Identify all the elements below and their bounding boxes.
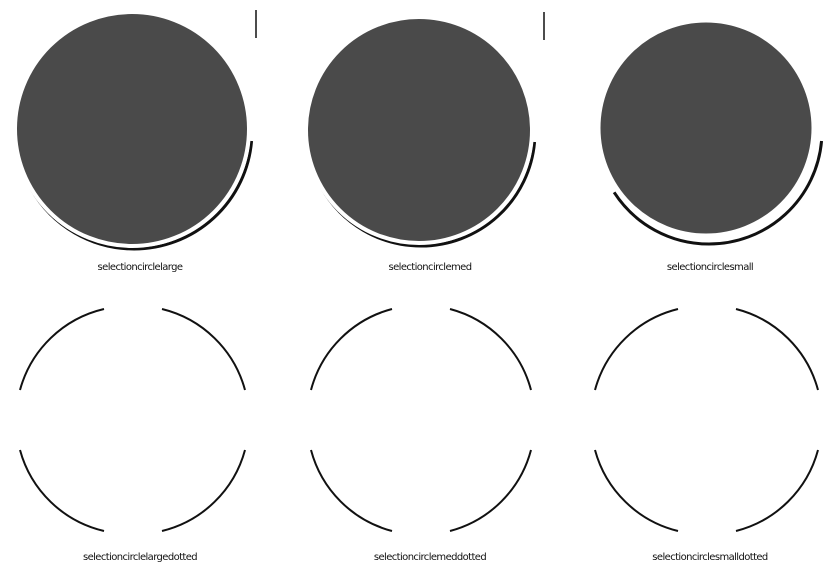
selection-circle-medium-cell: selectioncirclemed xyxy=(290,0,570,280)
selection-circle-small-label: selectioncirclesmall xyxy=(666,262,754,273)
selection-circle-large-cell: selectioncirclelarge xyxy=(0,0,280,280)
selection-circle-large-dotted-cell: selectioncirclelargedotted xyxy=(0,290,280,570)
selection-circle-large-dotted-label: selectioncirclelargedotted xyxy=(82,552,198,563)
selection-circle-small-icon xyxy=(594,16,824,246)
selection-circle-medium-dotted-label: selectioncirclemeddotted xyxy=(373,552,487,563)
selection-circle-medium-icon xyxy=(304,12,545,248)
selection-circle-small-dotted-label: selectioncirclesmalldotted xyxy=(652,552,768,563)
selection-circle-small-cell: selectioncirclesmall xyxy=(570,0,840,280)
selection-circle-medium-dotted-icon xyxy=(310,308,532,532)
selection-circle-large-icon xyxy=(13,10,257,251)
selection-circle-large-label: selectioncirclelarge xyxy=(97,262,183,273)
selection-circle-medium-dotted-cell: selectioncirclemeddotted xyxy=(290,290,570,570)
selection-circle-small-dotted-cell: selectioncirclesmalldotted xyxy=(570,290,840,570)
selection-circle-large-dotted-icon xyxy=(19,308,246,532)
selection-circle-medium-label: selectioncirclemed xyxy=(388,262,473,273)
selection-circle-small-dotted-icon xyxy=(594,308,819,532)
